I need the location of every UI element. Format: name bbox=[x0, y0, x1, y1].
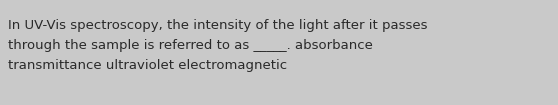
Text: through the sample is referred to as _____. absorbance: through the sample is referred to as ___… bbox=[8, 39, 373, 52]
Text: In UV-Vis spectroscopy, the intensity of the light after it passes: In UV-Vis spectroscopy, the intensity of… bbox=[8, 19, 428, 32]
Text: transmittance ultraviolet electromagnetic: transmittance ultraviolet electromagneti… bbox=[8, 59, 287, 72]
